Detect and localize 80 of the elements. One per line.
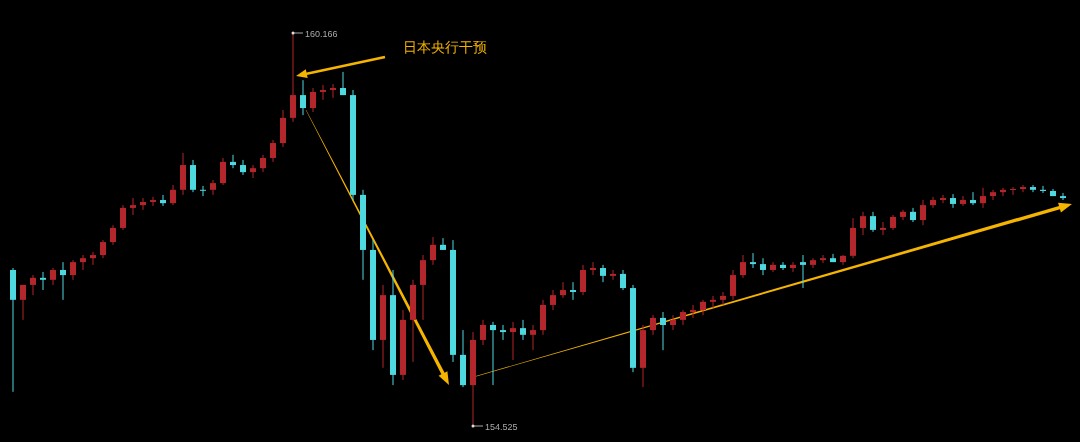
candlestick (110, 224, 116, 246)
annotation: 160.166 (305, 28, 338, 39)
candlestick (940, 194, 946, 204)
candlestick (80, 254, 86, 271)
candlestick (820, 254, 826, 264)
candlestick (300, 79, 306, 116)
candlestick (700, 299, 706, 316)
candlestick (490, 321, 496, 386)
candlestick (900, 209, 906, 221)
candlestick (120, 204, 126, 231)
candlestick (790, 261, 796, 273)
candlestick (1020, 184, 1026, 193)
candlestick (620, 269, 626, 291)
candlestick (70, 259, 76, 281)
candlestick (60, 261, 66, 301)
candlestick (480, 319, 486, 346)
candlestick (100, 239, 106, 259)
candlestick (930, 196, 936, 209)
candlestick (560, 281, 566, 299)
candlestick (990, 189, 996, 201)
candlestick (720, 291, 726, 306)
candlestick (240, 159, 246, 176)
candlestick (780, 261, 786, 271)
candlestick (610, 269, 616, 281)
candlestick (130, 197, 136, 216)
candlestick (870, 211, 876, 233)
candlestick (740, 254, 746, 279)
candlestick (320, 84, 326, 101)
candlestick (550, 289, 556, 311)
candlestick (650, 314, 656, 336)
candlestick (920, 199, 926, 226)
candlestick (760, 257, 766, 276)
candlestick (1060, 192, 1066, 201)
candlestick (330, 83, 336, 99)
candlestick (1030, 184, 1036, 193)
candlestick (430, 236, 436, 266)
candlestick (860, 211, 866, 236)
candlestick (960, 195, 966, 207)
candlestick (90, 251, 96, 266)
candlestick (230, 154, 236, 169)
candlestick (680, 309, 686, 326)
annotation: 154.525 (485, 421, 518, 432)
candlestick (770, 261, 776, 273)
candlestick (270, 139, 276, 163)
candlestick (660, 311, 666, 351)
candlestick (40, 271, 46, 291)
candlestick (20, 284, 26, 321)
candlestick (800, 254, 806, 289)
candlestick (590, 261, 596, 276)
candlestick (1010, 186, 1016, 196)
candlestick (210, 179, 216, 196)
candlestick (160, 194, 166, 207)
candlestick (140, 197, 146, 211)
candlestick (200, 185, 206, 197)
candlestick (530, 324, 536, 351)
candlestick (980, 187, 986, 209)
candlestick (950, 193, 956, 209)
candlestick (670, 314, 676, 331)
candlestick (710, 295, 716, 309)
candlestick (150, 196, 156, 207)
candlestick (580, 264, 586, 296)
candlestick (510, 321, 516, 361)
candlestick (310, 87, 316, 113)
candlestick (880, 221, 886, 236)
candlestick (600, 264, 606, 283)
candlestick (520, 319, 526, 341)
candlestick (810, 257, 816, 269)
annotation: 日本央行干预 (403, 39, 487, 55)
candlestick (730, 269, 736, 301)
candlestick (750, 252, 756, 269)
candlestick (970, 191, 976, 206)
candlestick (440, 237, 446, 251)
candlestick (220, 157, 226, 186)
candlestick (690, 304, 696, 319)
candlestick (30, 274, 36, 296)
candlestick (830, 253, 836, 263)
candlestick (250, 164, 256, 179)
candlestick (570, 281, 576, 301)
candlestick (500, 324, 506, 341)
candlestick (170, 184, 176, 206)
